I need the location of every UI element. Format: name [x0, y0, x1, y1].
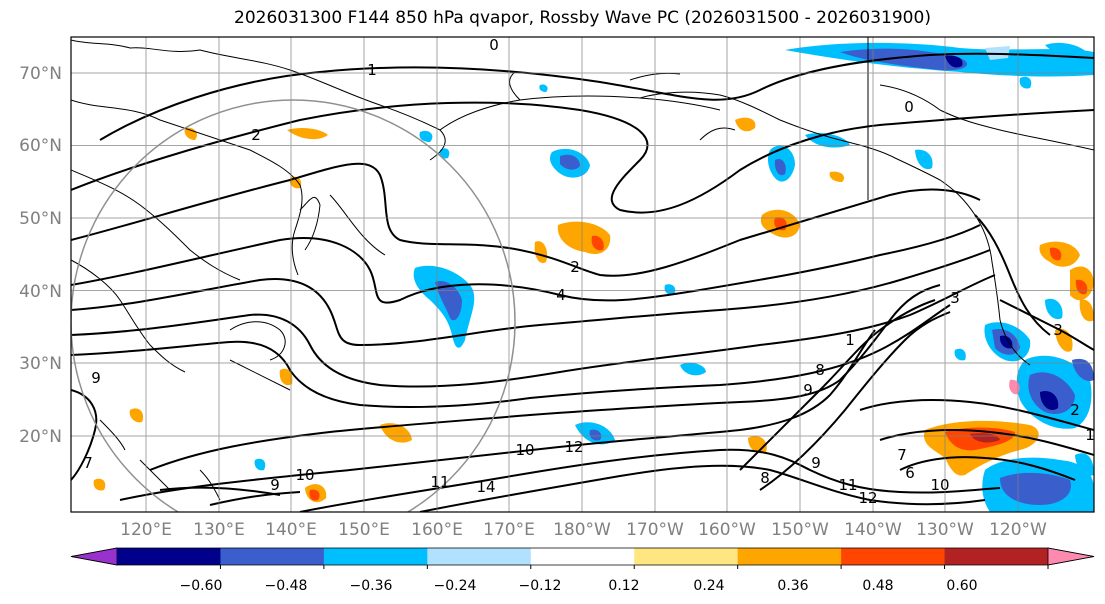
lon-label: 140°W — [844, 520, 902, 540]
colorbar-segment — [117, 548, 221, 565]
contour-label: 10 — [295, 466, 314, 484]
contour-label: 2 — [251, 126, 261, 144]
contour-label: 2 — [1070, 401, 1080, 419]
colorbar-label: 0.60 — [946, 578, 977, 594]
lon-label: 160°E — [411, 520, 463, 540]
colorbar-label: −0.12 — [519, 578, 562, 594]
colorbar-segment — [530, 548, 635, 565]
contour-label: 9 — [811, 454, 821, 472]
lon-label: 120°E — [120, 520, 172, 540]
colorbar-label: −0.48 — [265, 578, 308, 594]
lon-label: 140°E — [265, 520, 317, 540]
colorbar-segment — [841, 548, 946, 565]
contour-label: 7 — [897, 446, 907, 464]
contour-label: 3 — [1053, 321, 1063, 339]
contour-label: 8 — [815, 361, 825, 379]
lat-label: 20°N — [19, 427, 62, 447]
lon-label: 180°W — [553, 520, 611, 540]
coastlines — [71, 37, 1094, 501]
colorbar-extend-min — [70, 547, 118, 566]
colorbar-segment — [220, 548, 325, 565]
lon-label: 150°W — [771, 520, 829, 540]
contour-label: 10 — [930, 476, 949, 494]
rossby-wave-circle — [71, 99, 516, 512]
contour-label: 12 — [564, 438, 583, 456]
colorbar-label: 0.12 — [608, 578, 639, 594]
colorbar-segment — [634, 548, 739, 565]
lon-label: 130°E — [193, 520, 245, 540]
lon-label: 170°W — [626, 520, 684, 540]
contour-label: 12 — [858, 489, 877, 507]
contour-label: 9 — [91, 369, 101, 387]
colorbar-label: −0.60 — [180, 578, 223, 594]
colorbar-segment — [944, 548, 1049, 565]
lat-label: 50°N — [19, 209, 62, 229]
contour-label: 0 — [904, 98, 914, 116]
colorbar-labels: −0.60 −0.48 −0.36 −0.24 −0.12 0.12 0.24 … — [180, 578, 978, 594]
lon-label: 150°E — [338, 520, 390, 540]
colorbar-label: 0.36 — [777, 578, 808, 594]
colorbar-label: 0.48 — [862, 578, 893, 594]
contour-label: 1 — [845, 331, 855, 349]
contour-label: 0 — [489, 36, 499, 54]
contour-label: 1 — [367, 61, 377, 79]
colorbar-segment — [323, 548, 428, 565]
graticule — [71, 37, 1094, 512]
contour-label: 4 — [556, 286, 566, 304]
contour-label: 7 — [83, 454, 93, 472]
contour-label: 11 — [838, 476, 857, 494]
lon-label: 120°W — [989, 520, 1047, 540]
contour-label: 6 — [905, 464, 915, 482]
colorbar-label: 0.24 — [693, 578, 724, 594]
colorbar-outline — [70, 547, 1095, 566]
lon-label: 170°E — [483, 520, 535, 540]
map-title: 2026031300 F144 850 hPa qvapor, Rossby W… — [234, 8, 931, 28]
contour-label: 14 — [476, 478, 495, 496]
contour-label: 8 — [760, 469, 770, 487]
contour-label: 9 — [270, 476, 280, 494]
lat-label: 30°N — [19, 354, 62, 374]
lon-label: 130°W — [916, 520, 974, 540]
colorbar-segment — [737, 548, 842, 565]
lat-label: 70°N — [19, 64, 62, 84]
contour-label: 11 — [430, 473, 449, 491]
longitude-labels: 120°E 130°E 140°E 150°E 160°E 170°E 180°… — [120, 520, 1047, 540]
colorbar — [70, 547, 1095, 569]
lat-label: 40°N — [19, 282, 62, 302]
contour-label: 2 — [570, 258, 580, 276]
contour-label: 3 — [950, 289, 960, 307]
colorbar-extend-max — [1047, 547, 1095, 566]
colorbar-label: −0.24 — [434, 578, 477, 594]
colorbar-label: −0.36 — [350, 578, 393, 594]
latitude-labels: 70°N 60°N 50°N 40°N 30°N 20°N — [19, 64, 62, 447]
map-frame — [70, 36, 1095, 513]
contour-label: 1 — [1085, 426, 1095, 444]
lon-label: 160°W — [698, 520, 756, 540]
lat-label: 60°N — [19, 136, 62, 156]
colorbar-segment — [427, 548, 532, 565]
contour-label: 10 — [515, 441, 534, 459]
contour-label: 9 — [803, 381, 813, 399]
anomaly-shading — [93, 42, 1094, 512]
